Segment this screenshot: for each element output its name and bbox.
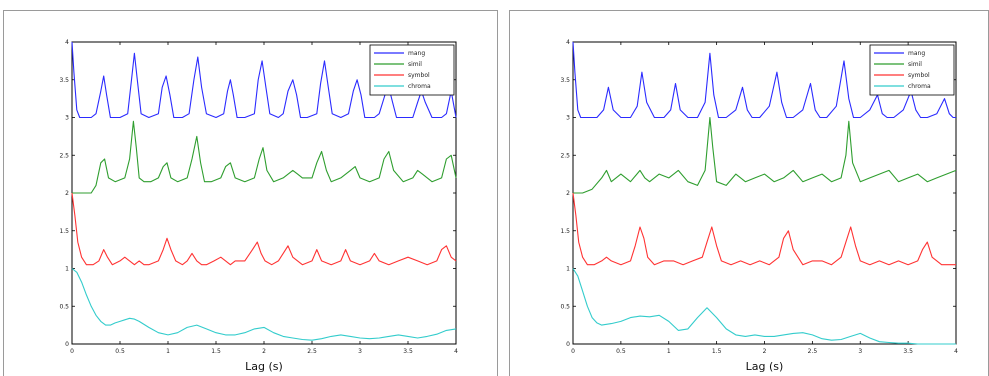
left-x-tick-label: 1.5 (211, 348, 221, 355)
right-x-tick-label: 1.5 (712, 348, 722, 355)
right-y-tick-label: 0.5 (560, 303, 570, 310)
left-x-tick-label: 0.5 (115, 348, 125, 355)
left-y-tick-label: 4 (65, 39, 69, 46)
right-x-tick-label: 4 (954, 348, 958, 355)
right-x-tick-label: 3 (858, 348, 862, 355)
right-legend-label-mang: mang (908, 50, 925, 57)
right-legend-label-symbol: symbol (908, 72, 930, 79)
left-x-axis-label: Lag (s) (245, 360, 283, 373)
left-series-line-symbol (71, 192, 457, 266)
left-legend-label-simil: simil (408, 61, 422, 68)
right-series-line-mang (572, 41, 956, 119)
left-legend-label-symbol: symbol (408, 72, 430, 79)
right-series-line-simil (573, 116, 957, 194)
left-x-tick-label: 3.5 (403, 348, 413, 355)
right-y-tick-label: 4 (566, 39, 570, 46)
left-legend-label-mang: mang (408, 50, 425, 57)
right-y-tick-label: 0 (566, 341, 570, 348)
right-legend-label-chroma: chroma (908, 83, 931, 90)
right-x-tick-label: 0 (571, 348, 575, 355)
left-y-tick-label: 3.5 (59, 77, 69, 84)
left-x-tick-label: 0 (70, 348, 74, 355)
left-x-tick-label: 2 (262, 348, 266, 355)
left-x-tick-label: 2.5 (307, 348, 317, 355)
right-y-tick-label: 2 (566, 190, 570, 197)
right-y-tick-label: 2.5 (560, 152, 570, 159)
right-series-line-symbol (572, 192, 956, 266)
right-x-tick-label: 0.5 (616, 348, 626, 355)
left-y-tick-label: 2.5 (59, 152, 69, 159)
right-x-tick-label: 1 (667, 348, 671, 355)
right-series-line-chroma (572, 268, 956, 345)
left-y-tick-label: 2 (65, 190, 69, 197)
left-series-line-simil (72, 120, 457, 194)
right-y-tick-label: 1.5 (560, 228, 570, 235)
right-x-tick-label: 2.5 (808, 348, 818, 355)
left-y-tick-label: 3 (65, 115, 69, 122)
left-x-tick-label: 4 (454, 348, 458, 355)
right-x-tick-label: 3.5 (903, 348, 913, 355)
right-legend-label-simil: simil (908, 61, 922, 68)
left-x-tick-label: 3 (358, 348, 362, 355)
left-y-tick-label: 1 (65, 266, 69, 273)
left-y-tick-label: 0.5 (59, 303, 69, 310)
right-y-tick-label: 3.5 (560, 77, 570, 84)
left-y-tick-label: 0 (65, 341, 69, 348)
right-y-tick-label: 3 (566, 115, 570, 122)
right-x-tick-label: 2 (763, 348, 767, 355)
right-x-axis-label: Lag (s) (746, 360, 784, 373)
right-y-tick-label: 1 (566, 266, 570, 273)
left-x-tick-label: 1 (166, 348, 170, 355)
left-y-tick-label: 1.5 (59, 228, 69, 235)
left-legend-label-chroma: chroma (408, 83, 431, 90)
left-series-line-chroma (71, 268, 457, 341)
